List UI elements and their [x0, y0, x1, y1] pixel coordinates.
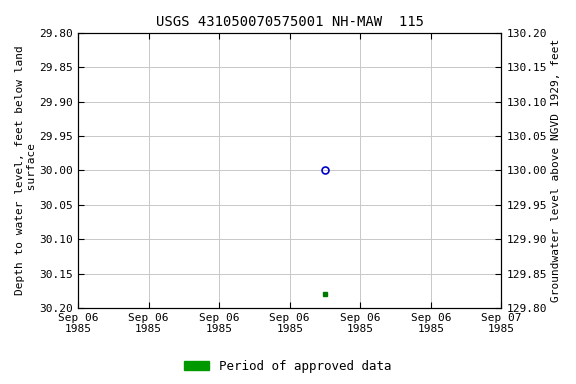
Y-axis label: Groundwater level above NGVD 1929, feet: Groundwater level above NGVD 1929, feet: [551, 39, 561, 302]
Title: USGS 431050070575001 NH-MAW  115: USGS 431050070575001 NH-MAW 115: [156, 15, 424, 29]
Legend: Period of approved data: Period of approved data: [179, 355, 397, 378]
Y-axis label: Depth to water level, feet below land
 surface: Depth to water level, feet below land su…: [15, 46, 37, 295]
